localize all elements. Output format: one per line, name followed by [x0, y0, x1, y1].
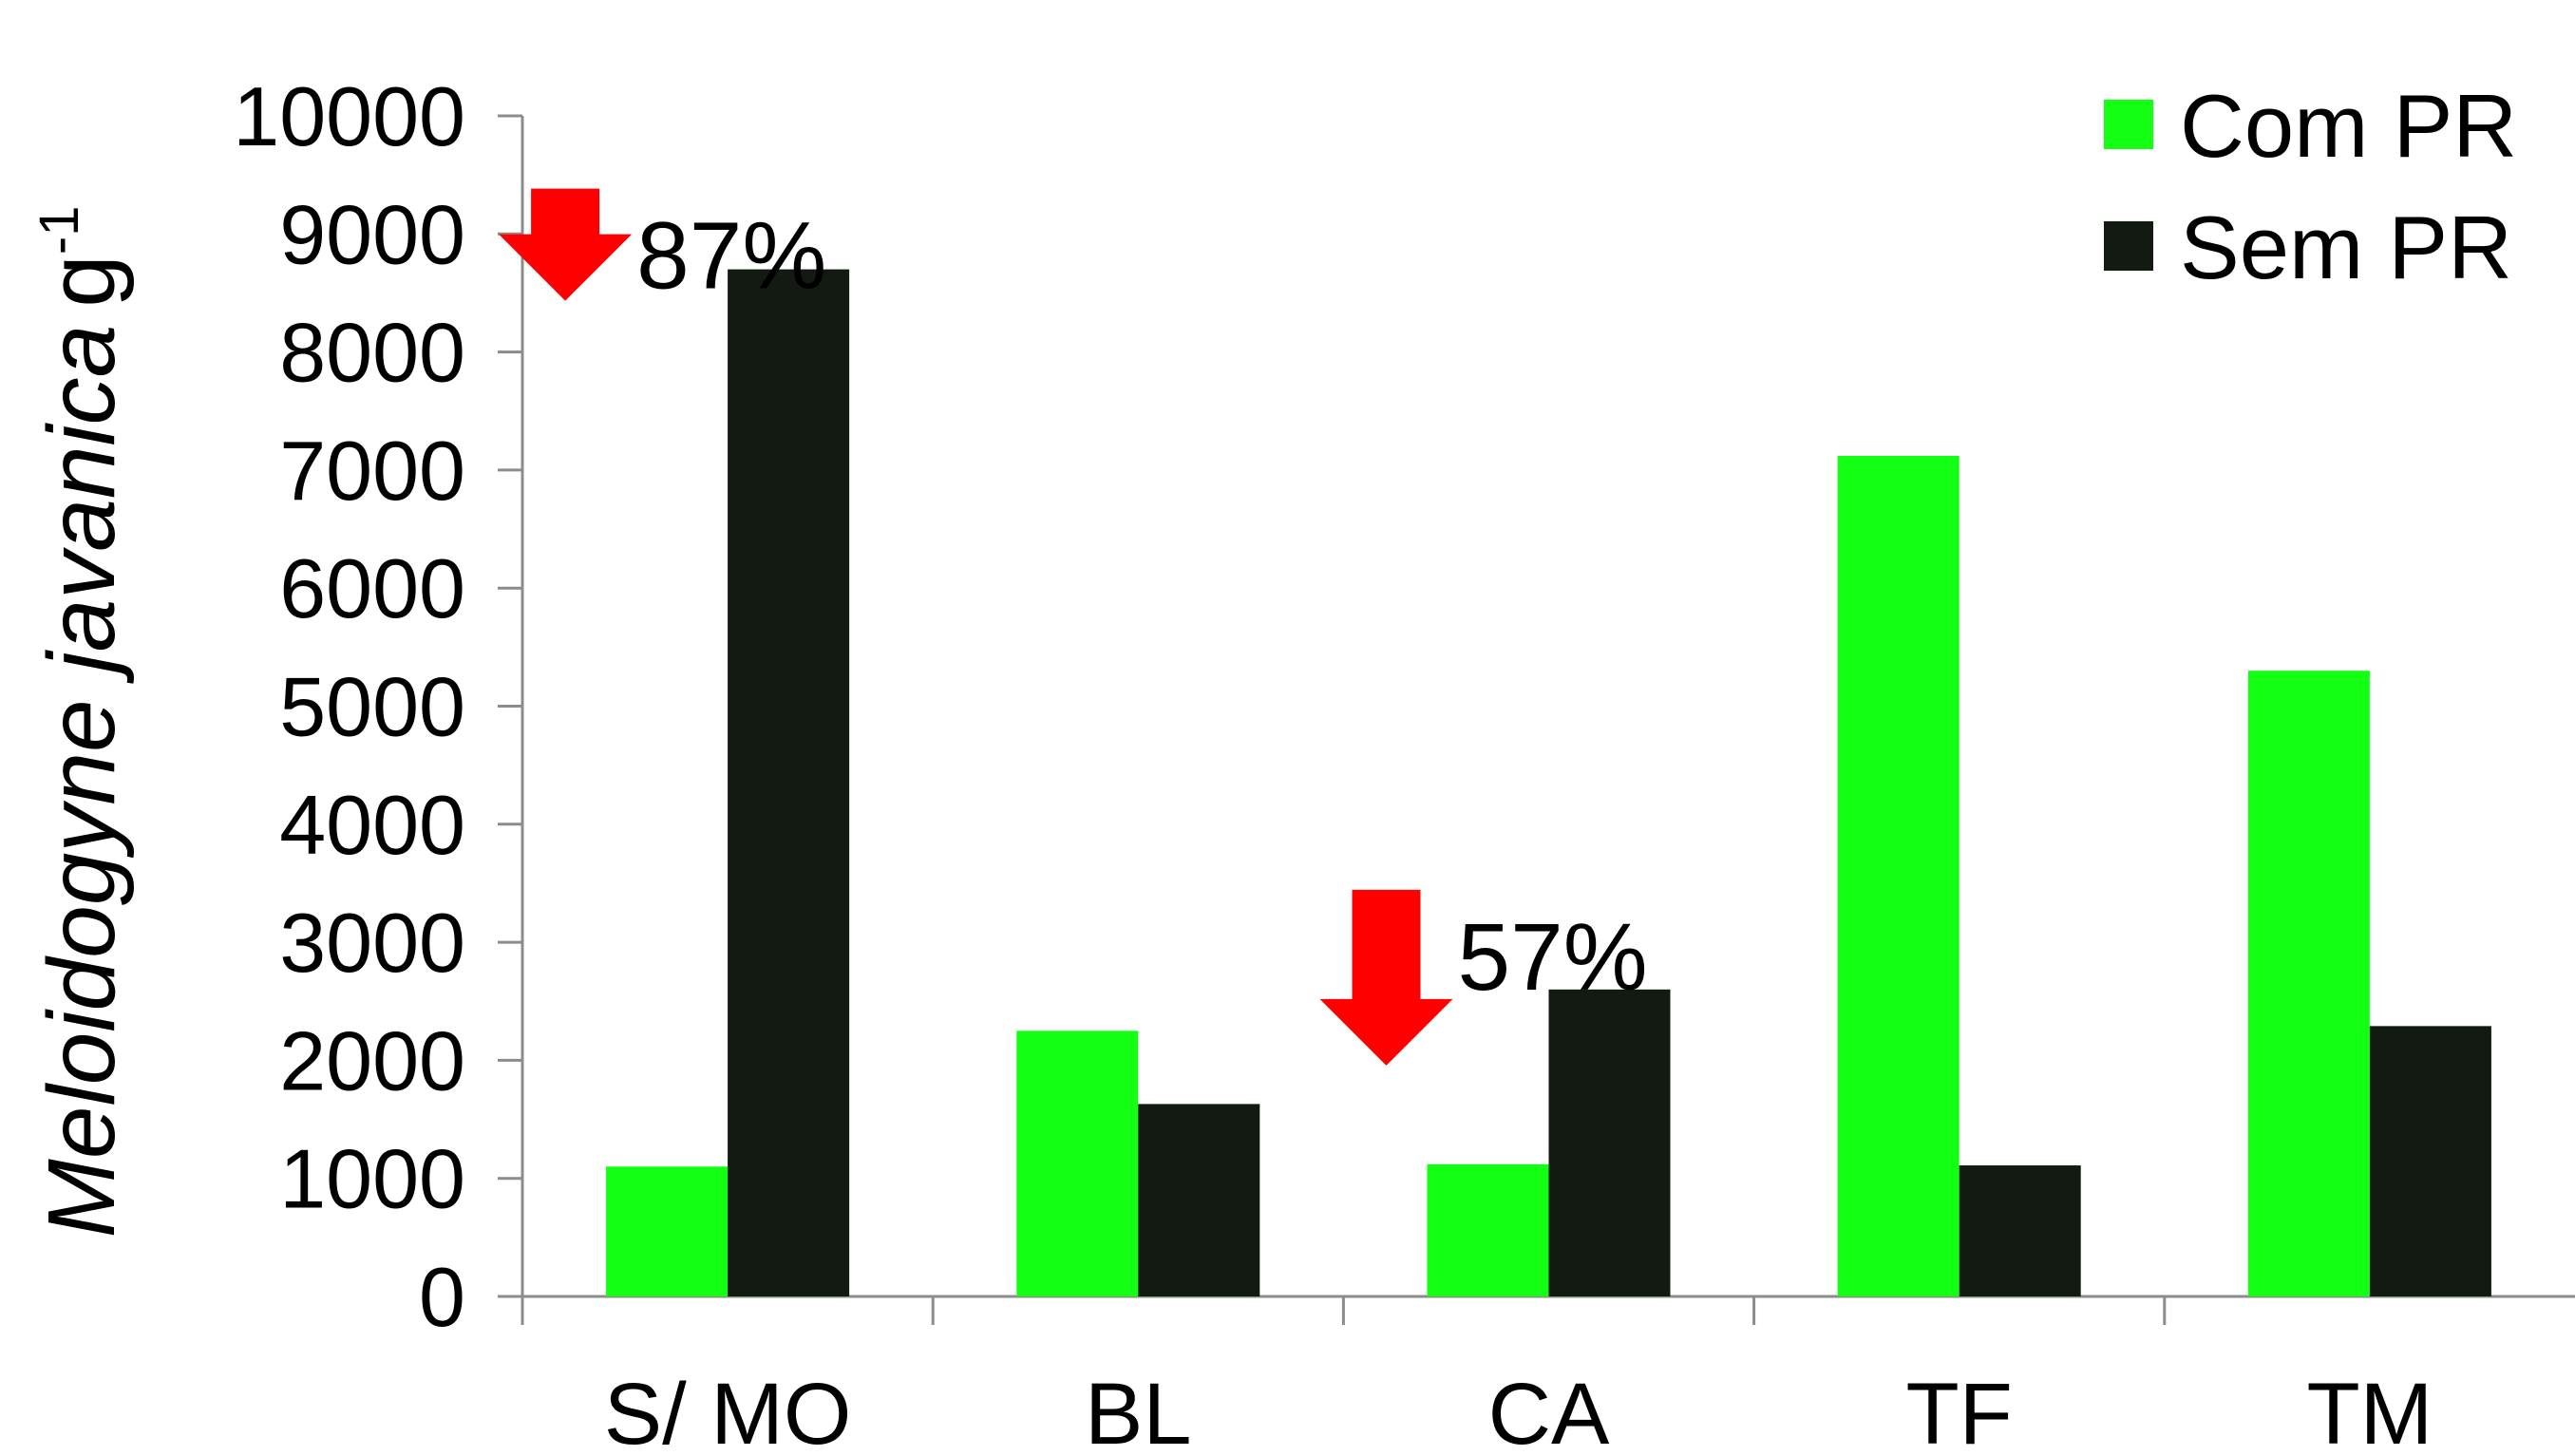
- x-tick-label: S/ MO: [604, 1366, 852, 1451]
- y-tick-label: 4000: [279, 778, 465, 872]
- y-tick-label: 3000: [279, 896, 465, 990]
- bar-sem-pr: [2369, 1026, 2491, 1296]
- legend-label: Com PR: [2180, 76, 2517, 176]
- y-tick-label: 5000: [279, 660, 465, 754]
- bar-sem-pr: [1959, 1165, 2081, 1296]
- annotation-label: 57%: [1458, 904, 1648, 1011]
- bar-com-pr: [1427, 1163, 1549, 1296]
- legend: Com PR Sem PR: [2104, 76, 2517, 297]
- x-tick-label: CA: [1488, 1366, 1610, 1451]
- y-tick-label: 6000: [279, 541, 465, 635]
- bars: [606, 269, 2491, 1297]
- y-tick-label: 9000: [279, 187, 465, 281]
- y-tick-label: 0: [419, 1250, 465, 1344]
- y-tick-label: 8000: [279, 306, 465, 400]
- bar-sem-pr: [1138, 1104, 1260, 1296]
- y-axis-label-superscript: -1: [28, 206, 90, 255]
- down-arrow-icon: [499, 188, 633, 301]
- down-arrow-icon: [1319, 889, 1453, 1066]
- legend-label: Sem PR: [2180, 198, 2512, 297]
- legend-swatch: [2104, 100, 2153, 149]
- bar-sem-pr: [728, 269, 850, 1297]
- bar-com-pr: [1837, 455, 1960, 1296]
- x-tick-label: TM: [2306, 1366, 2433, 1451]
- y-axis-label-unit: g: [28, 255, 135, 308]
- bar-com-pr: [1016, 1031, 1139, 1296]
- y-tick-label: 2000: [279, 1013, 465, 1107]
- axes: 0 1000 2000 3000 4000 5000 6000 7000 8000 9000 100…: [233, 69, 2575, 1456]
- x-tick-label: BL: [1085, 1366, 1192, 1451]
- annotation-label: 87%: [636, 203, 826, 310]
- y-tick-label: 1000: [279, 1132, 465, 1226]
- bar-com-pr: [606, 1166, 729, 1296]
- y-tick-label: 10000: [233, 69, 465, 163]
- bar-com-pr: [2247, 671, 2370, 1296]
- y-axis-label-main: Meloidogyne javanica: [28, 325, 135, 1239]
- y-tick-label: 7000: [279, 424, 465, 518]
- legend-swatch: [2104, 221, 2153, 271]
- annotations: 87% 57%: [499, 188, 1648, 1066]
- y-axis-label: Meloidogyne javanica g-1: [28, 206, 135, 1239]
- x-tick-label: TF: [1905, 1366, 2012, 1451]
- bar-sem-pr: [1548, 989, 1671, 1296]
